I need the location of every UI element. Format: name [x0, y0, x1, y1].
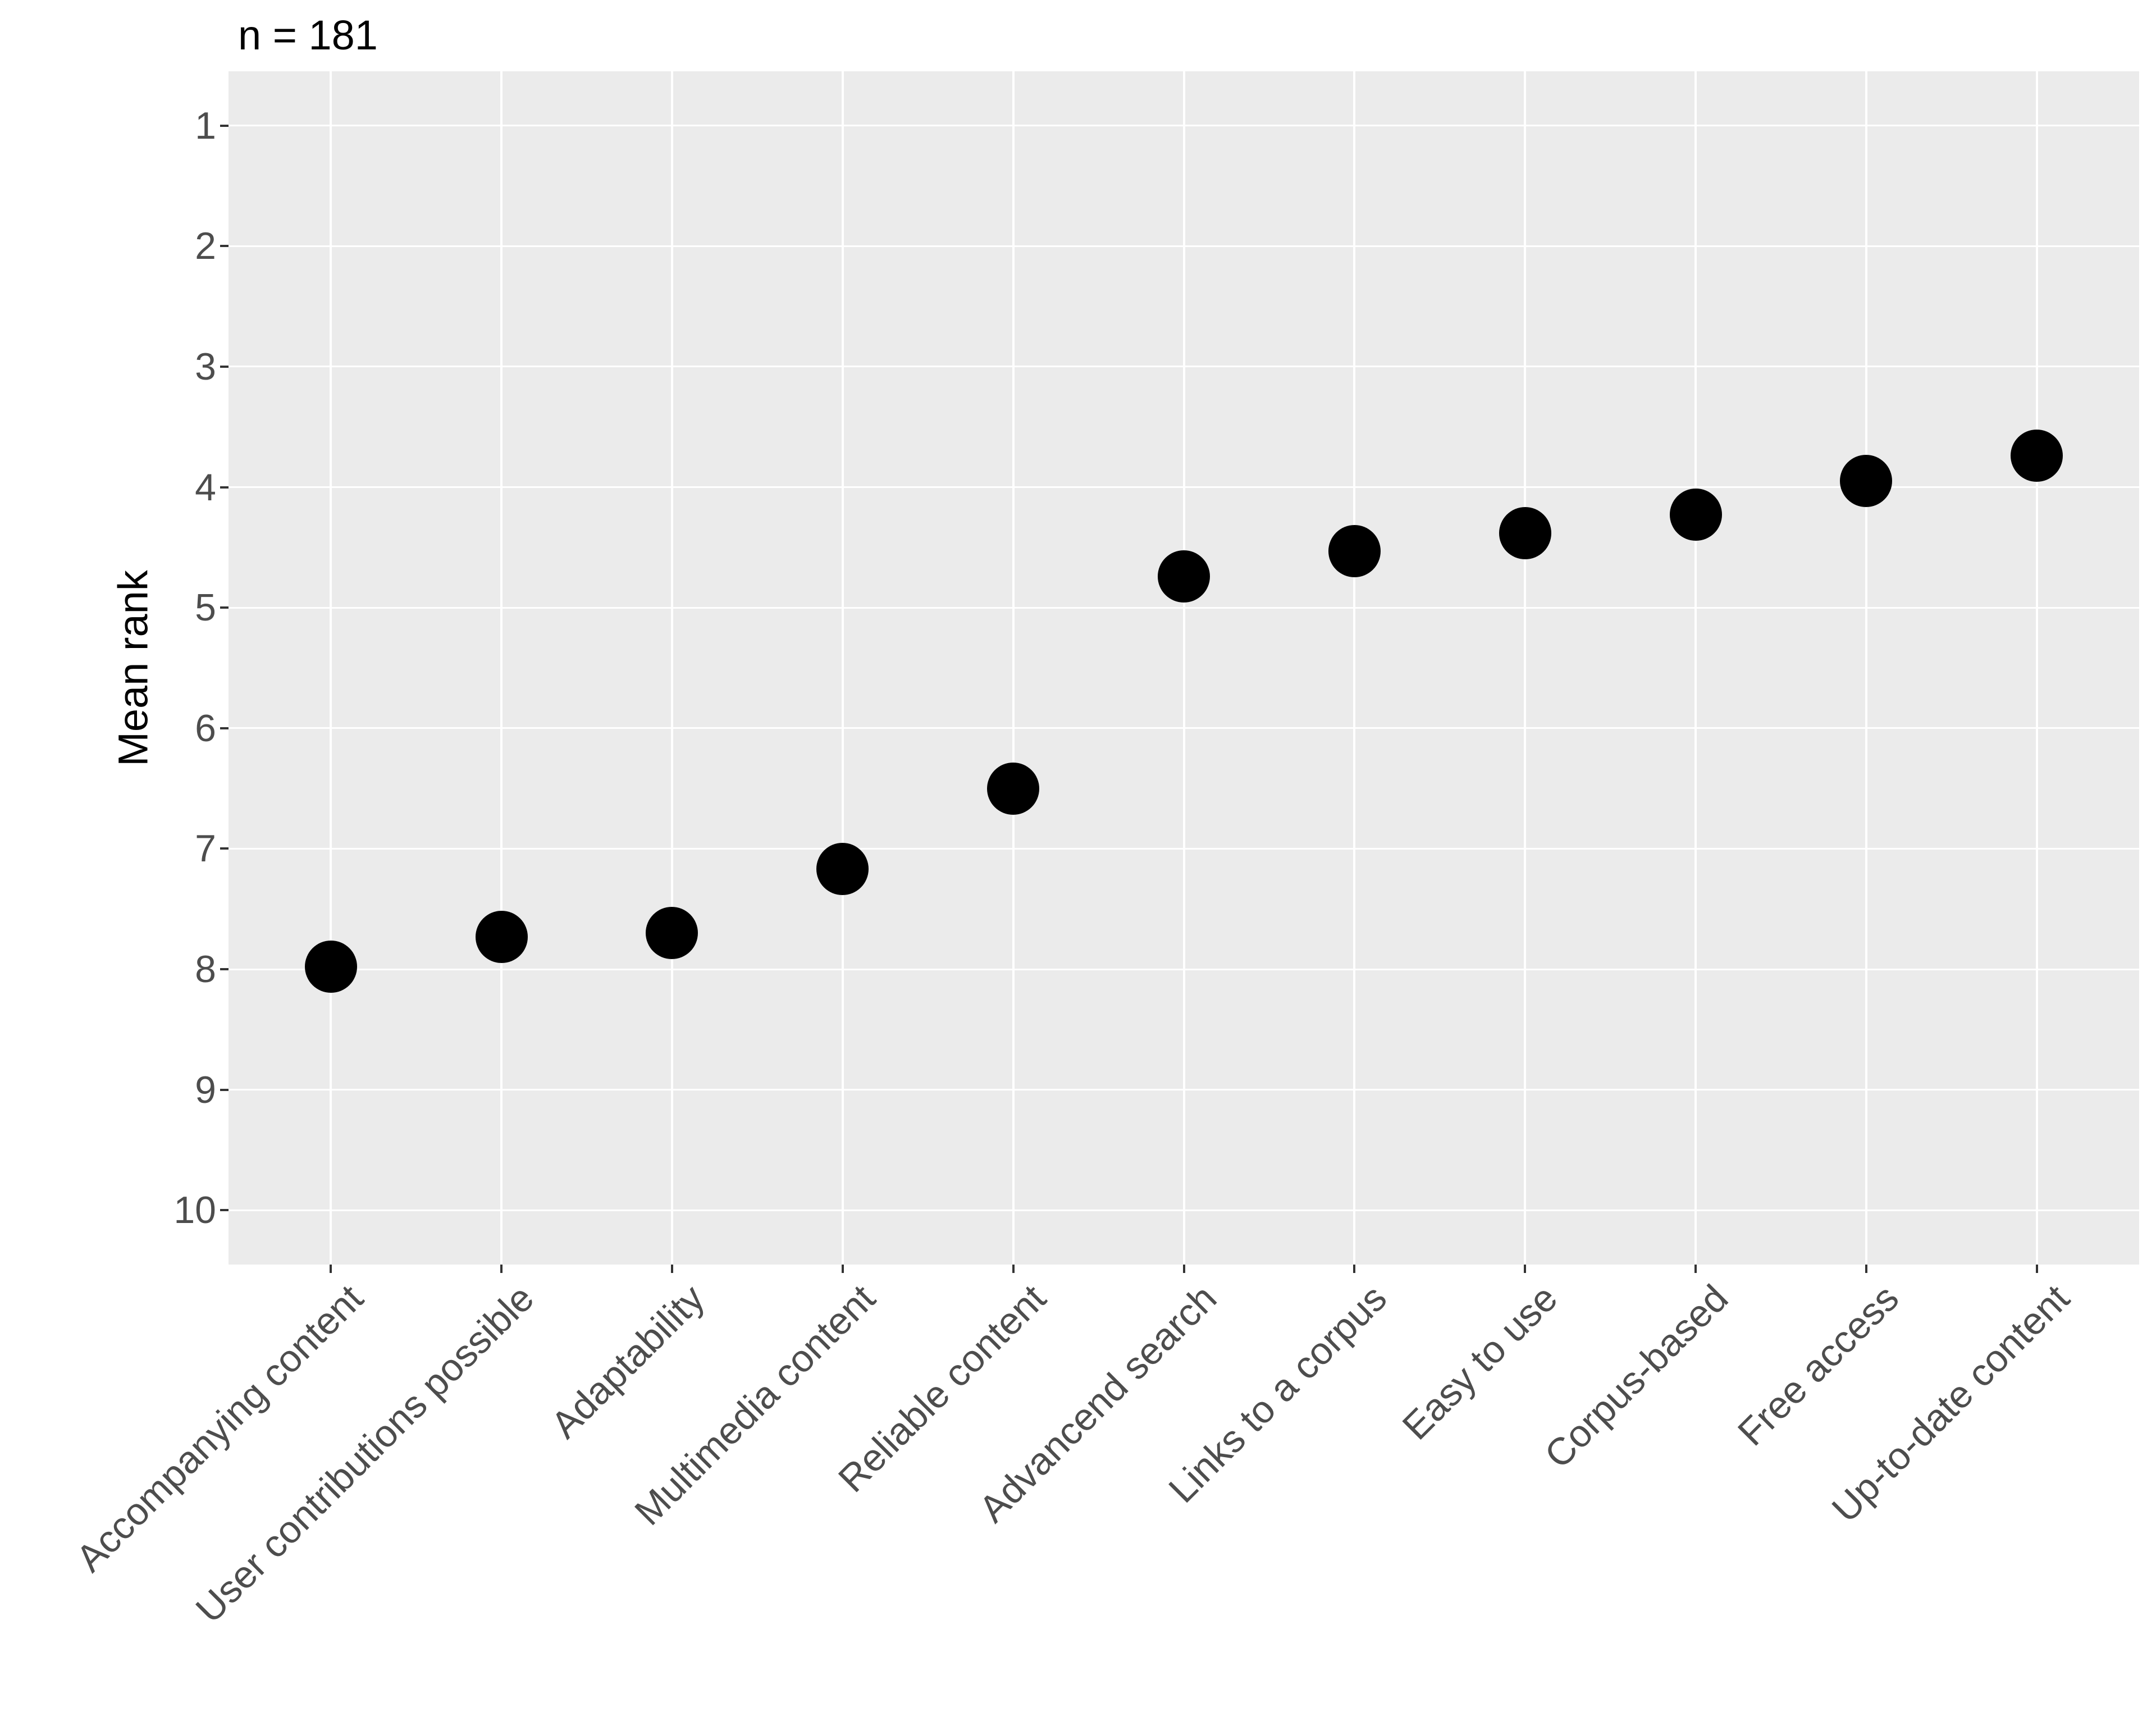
y-tick-label: 1 [195, 104, 216, 147]
y-tick-label: 9 [195, 1068, 216, 1111]
data-point [475, 910, 528, 963]
x-tick-mark [670, 1265, 673, 1273]
y-tick-mark [220, 245, 229, 248]
x-tick-mark [500, 1265, 503, 1273]
y-tick-mark [220, 365, 229, 368]
x-major-gridline [1865, 71, 1867, 1265]
x-tick-mark [841, 1265, 844, 1273]
data-point [1840, 455, 1893, 508]
data-point [987, 762, 1040, 815]
x-major-gridline [1694, 71, 1697, 1265]
x-tick-mark [1694, 1265, 1697, 1273]
y-tick-mark [220, 847, 229, 850]
x-tick-mark [1182, 1265, 1185, 1273]
x-tick-mark [1353, 1265, 1356, 1273]
x-tick-mark [1865, 1265, 1867, 1273]
x-major-gridline [500, 71, 503, 1265]
data-point [2011, 430, 2063, 482]
x-major-gridline [841, 71, 844, 1265]
data-point [304, 941, 357, 993]
y-tick-mark [220, 124, 229, 127]
data-point [1328, 524, 1381, 577]
y-tick-label: 8 [195, 948, 216, 991]
y-tick-label: 3 [195, 345, 216, 388]
x-tick-mark [1012, 1265, 1015, 1273]
plot-title: n = 181 [238, 12, 378, 58]
x-major-gridline [670, 71, 673, 1265]
x-tick-mark [1524, 1265, 1527, 1273]
x-major-gridline [1012, 71, 1015, 1265]
y-tick-label: 7 [195, 827, 216, 870]
data-point [646, 907, 698, 960]
y-tick-label: 4 [195, 466, 216, 509]
y-tick-mark [220, 1088, 229, 1091]
y-tick-label: 5 [195, 586, 216, 629]
x-tick-mark [330, 1265, 332, 1273]
x-major-gridline [1524, 71, 1527, 1265]
data-point [816, 843, 869, 896]
y-tick-label: 10 [173, 1189, 216, 1232]
x-major-gridline [1353, 71, 1356, 1265]
x-major-gridline [1182, 71, 1185, 1265]
y-tick-label: 6 [195, 706, 216, 750]
y-tick-mark [220, 606, 229, 609]
x-tick-mark [2035, 1265, 2038, 1273]
y-tick-label: 2 [195, 225, 216, 268]
y-tick-mark [220, 727, 229, 729]
y-tick-mark [220, 486, 229, 489]
y-tick-mark [220, 1209, 229, 1212]
x-major-gridline [330, 71, 332, 1265]
data-point [1669, 489, 1722, 541]
y-tick-mark [220, 968, 229, 971]
data-point [1499, 506, 1551, 559]
x-major-gridline [2035, 71, 2038, 1265]
data-point [1158, 550, 1210, 603]
